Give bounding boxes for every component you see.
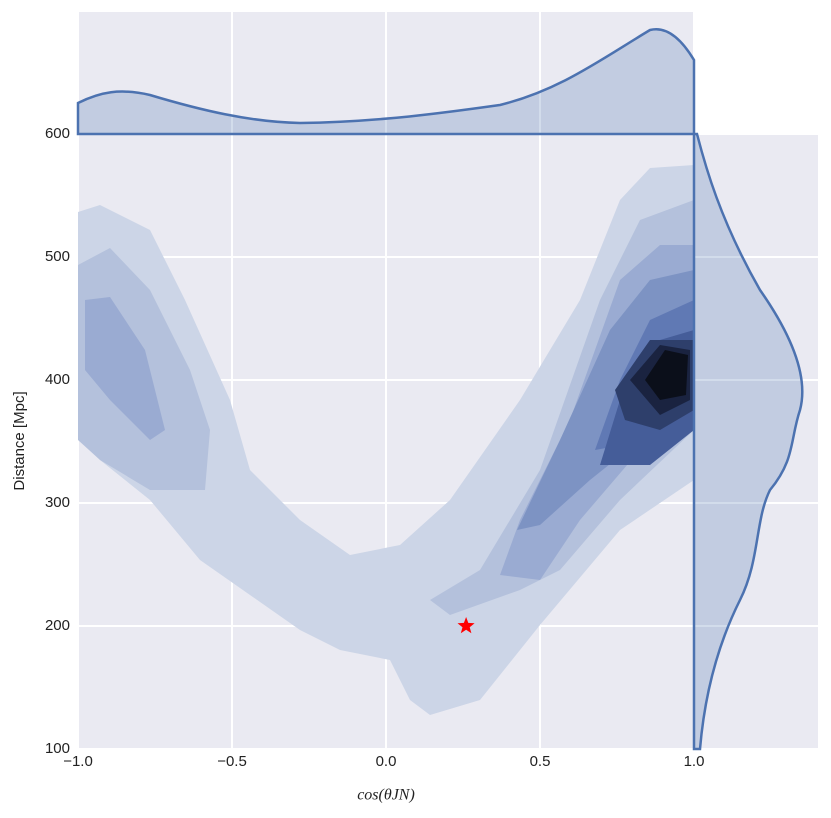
point [457,617,475,634]
y-tick-label: 300 [45,494,70,511]
x-tick-label: 0.5 [530,753,551,770]
x-tick-label: 1.0 [684,753,705,770]
kde-contours [78,165,694,715]
y-tick-label: 200 [45,617,70,634]
y-tick-label: 400 [45,371,70,388]
top-marginal-kde [76,27,696,136]
right-marginal-kde [692,132,804,751]
y-axis-label: Distance [Mpc] [11,391,28,490]
x-tick-label: −1.0 [63,753,93,770]
y-tick-label: 100 [45,740,70,757]
y-tick-label: 600 [45,125,70,142]
x-tick-label: 0.0 [376,753,397,770]
x-tick-label: −0.5 [217,753,247,770]
right-margin-bg [694,134,818,749]
x-axis-label: cos(θJN) [357,787,415,804]
y-tick-label: 500 [45,248,70,265]
